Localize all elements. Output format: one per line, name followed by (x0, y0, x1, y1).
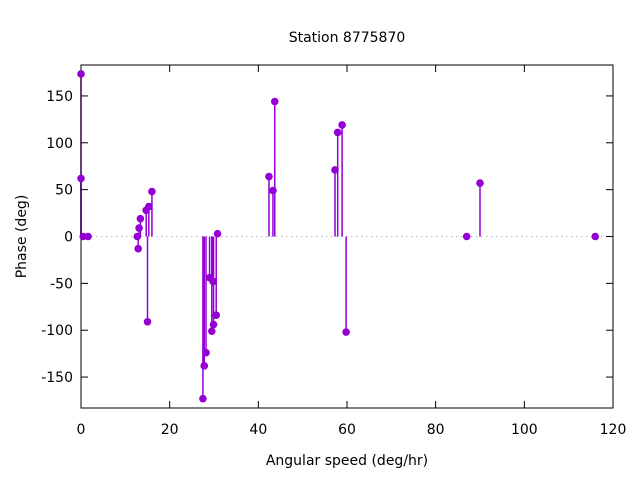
data-point (462, 232, 471, 241)
data-point (143, 317, 152, 326)
data-point (148, 187, 156, 196)
data-point (591, 232, 600, 241)
data-point (213, 229, 222, 238)
data-point (269, 186, 277, 195)
data-point (84, 232, 92, 241)
data-point (476, 179, 484, 187)
data-point (200, 362, 209, 370)
data-point (342, 328, 350, 336)
data-point (77, 174, 85, 183)
data-point (133, 232, 142, 241)
data-point (207, 327, 216, 335)
x-tick-label: 80 (427, 422, 445, 438)
data-point (145, 202, 153, 211)
x-tick-label: 60 (338, 422, 356, 438)
y-tick-label: 100 (46, 136, 73, 152)
data-point (209, 277, 217, 286)
x-tick-label: 40 (249, 422, 267, 438)
x-tick-label: 20 (161, 422, 179, 438)
data-point (136, 214, 145, 223)
plot-dynamic-layer: 0 20 40 60 80 100 120 -150 -100 -50 0 50 100 150 (41, 64, 627, 438)
data-point (209, 320, 218, 329)
data-point (135, 224, 143, 232)
y-tick-label: -150 (41, 370, 73, 386)
x-tick-label: 0 (77, 422, 86, 438)
y-tick-label: -50 (50, 276, 73, 292)
x-axis-label: Angular speed (deg/hr) (266, 453, 428, 469)
y-tick-label: 0 (64, 230, 73, 246)
y-axis-label: Phase (deg) (14, 195, 30, 279)
data-point (134, 244, 142, 253)
data-point (199, 394, 207, 403)
x-tick-label: 100 (511, 422, 538, 438)
y-tick-label: 50 (55, 183, 73, 199)
data-point (333, 128, 342, 137)
y-tick-label: -100 (41, 323, 73, 339)
data-point (338, 121, 346, 129)
x-tick-label: 120 (600, 422, 627, 438)
data-point (77, 70, 85, 78)
data-point (331, 166, 339, 174)
data-point (265, 172, 273, 181)
y-tick-label: 150 (46, 89, 73, 105)
data-point (212, 311, 221, 320)
data-point (202, 348, 210, 357)
chart-title: Station 8775870 (289, 30, 406, 46)
data-point (270, 97, 279, 106)
